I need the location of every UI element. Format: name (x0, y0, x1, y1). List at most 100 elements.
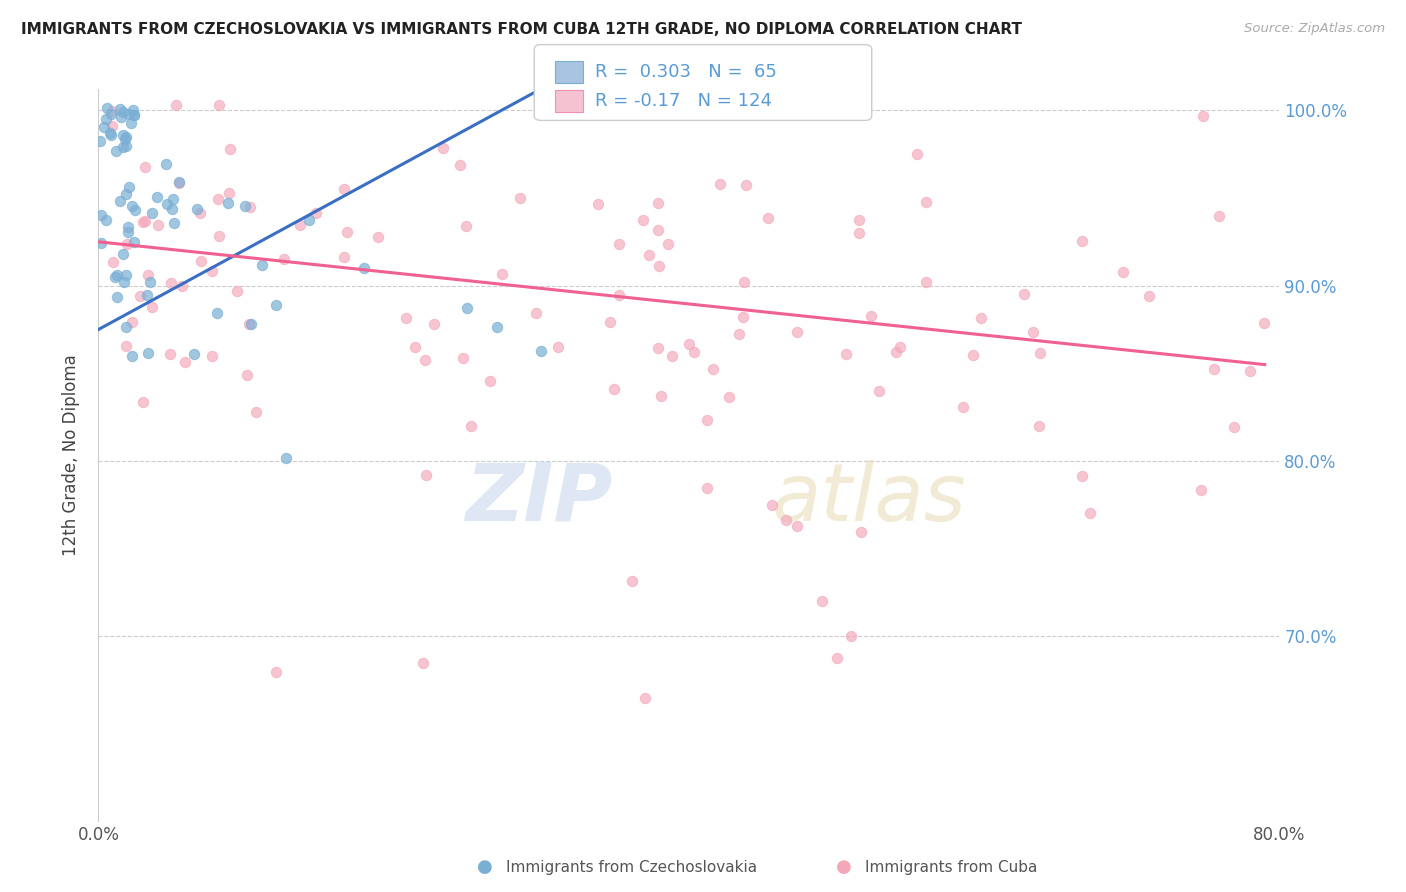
Point (1239, 364, 1261, 378)
Point (607, 236, 630, 251)
Point (835, 347, 858, 361)
Point (96, 101, 118, 115)
Point (159, 346, 181, 360)
Point (1012, 287, 1035, 301)
Point (457, 301, 479, 315)
Point (146, 190, 169, 204)
Point (101, 103, 124, 118)
Point (122, 107, 145, 121)
Point (264, 665, 287, 679)
Point (1111, 265, 1133, 279)
Point (603, 382, 626, 396)
Point (761, 498, 783, 512)
Point (662, 98, 685, 112)
Point (678, 337, 700, 351)
Point (422, 317, 444, 331)
Point (134, 214, 156, 228)
Point (1223, 419, 1246, 434)
Point (756, 211, 779, 226)
Point (239, 200, 262, 214)
Point (860, 309, 883, 323)
Point (848, 213, 870, 227)
Point (841, 630, 863, 644)
Point (298, 212, 321, 227)
Point (648, 259, 671, 273)
Point (336, 226, 359, 240)
Point (647, 341, 669, 355)
Point (661, 349, 683, 363)
Point (205, 306, 228, 320)
Point (236, 368, 259, 383)
Text: IMMIGRANTS FROM CZECHOSLOVAKIA VS IMMIGRANTS FROM CUBA 12TH GRADE, NO DIPLOMA CO: IMMIGRANTS FROM CZECHOSLOVAKIA VS IMMIGR… (21, 22, 1022, 37)
Point (94, 213, 117, 227)
Point (100, 119, 122, 133)
Point (104, 270, 127, 285)
Point (1137, 288, 1160, 302)
Point (1253, 316, 1275, 330)
Text: R =  0.303   N =  65: R = 0.303 N = 65 (595, 62, 776, 81)
Point (970, 310, 993, 325)
Point (657, 236, 679, 251)
Text: Immigrants from Czechoslovakia: Immigrants from Czechoslovakia (506, 860, 758, 874)
Point (139, 275, 162, 289)
Text: ●: ● (835, 858, 852, 876)
Point (530, 344, 553, 359)
Text: atlas: atlas (772, 459, 966, 538)
Point (110, 194, 132, 209)
Point (156, 196, 179, 211)
Point (733, 275, 755, 289)
Point (89, 134, 111, 148)
Point (638, 248, 661, 262)
Point (367, 229, 389, 244)
Point (696, 412, 718, 426)
Point (162, 192, 184, 206)
Point (118, 180, 141, 194)
Point (114, 268, 136, 283)
Point (207, 192, 229, 206)
Point (432, 141, 454, 155)
Point (218, 186, 240, 200)
Point (124, 202, 146, 217)
Point (114, 187, 136, 202)
Point (825, 650, 848, 665)
Point (647, 196, 669, 211)
Point (167, 175, 190, 189)
Point (233, 199, 256, 213)
Point (1204, 361, 1226, 376)
Point (167, 177, 190, 191)
Point (217, 195, 239, 210)
Point (718, 390, 741, 404)
Point (90, 235, 112, 250)
Point (709, 177, 731, 191)
Point (100, 128, 122, 142)
Point (486, 320, 509, 334)
Point (588, 197, 610, 211)
Point (132, 215, 155, 229)
Point (634, 690, 657, 705)
Point (120, 115, 142, 129)
Point (136, 345, 159, 359)
Point (415, 467, 437, 482)
Point (105, 144, 128, 158)
Point (395, 310, 418, 325)
Point (547, 340, 569, 354)
Point (100, 127, 122, 141)
Point (509, 191, 531, 205)
Point (273, 252, 295, 267)
Point (962, 348, 984, 362)
Point (155, 157, 177, 171)
Point (449, 158, 471, 172)
Point (136, 288, 159, 302)
Point (112, 128, 135, 143)
Point (245, 405, 267, 419)
Point (412, 656, 434, 670)
Point (728, 327, 751, 342)
Y-axis label: 12th Grade, No Diploma: 12th Grade, No Diploma (62, 354, 80, 556)
Point (288, 219, 311, 233)
Point (115, 339, 138, 353)
Point (889, 340, 911, 354)
Point (183, 347, 205, 361)
Point (884, 345, 907, 359)
Point (1029, 346, 1052, 360)
Point (404, 340, 426, 354)
